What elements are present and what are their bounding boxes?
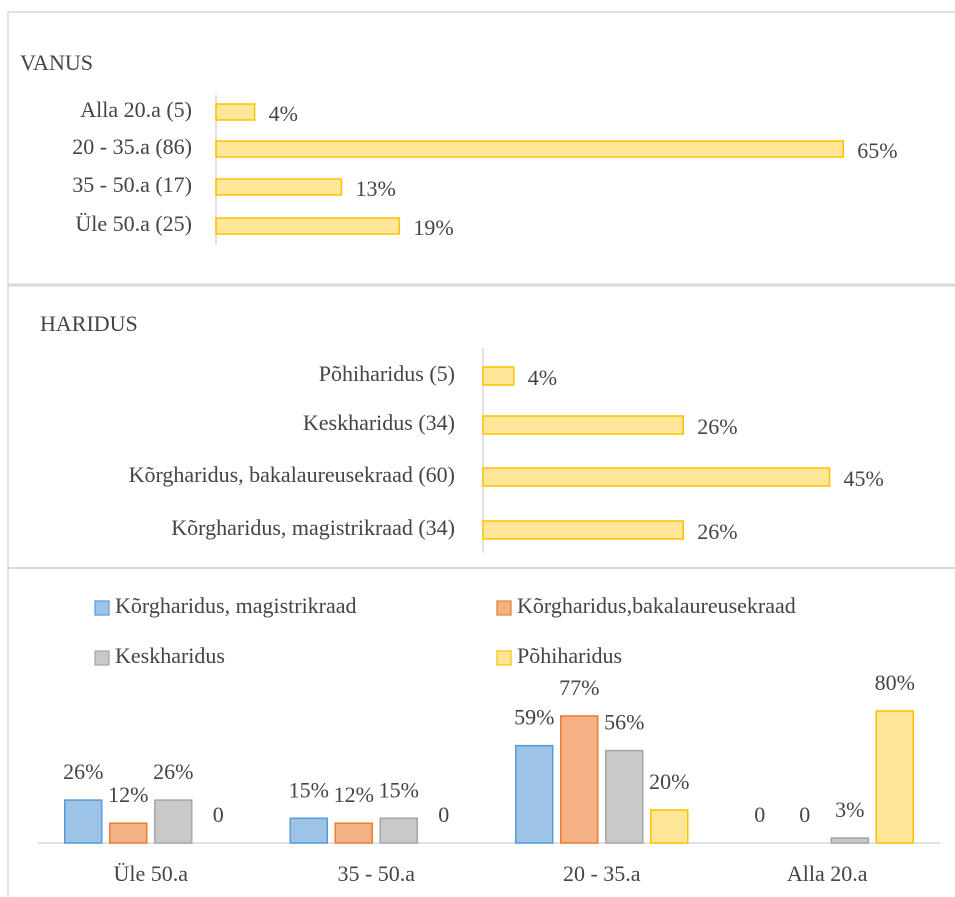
legend-swatch — [94, 600, 110, 616]
bar — [875, 710, 914, 844]
y-tick-label: Kõrgharidus, magistrikraad (34) — [171, 515, 455, 540]
x-tick-label: Üle 50.a — [113, 861, 188, 886]
bar — [650, 809, 689, 844]
data-label: 26% — [697, 519, 737, 544]
data-label: 3% — [835, 797, 864, 822]
bar — [154, 799, 193, 844]
bar — [215, 217, 401, 235]
y-tick-label: Kõrgharidus, bakalaureusekraad (60) — [129, 462, 455, 487]
x-tick-label: 35 - 50.a — [337, 861, 415, 886]
chart-title: HARIDUS — [40, 311, 138, 336]
legend-swatch — [496, 650, 512, 666]
y-tick-label: 35 - 50.a (17) — [72, 172, 192, 197]
legend-swatch — [94, 650, 110, 666]
data-label: 12% — [334, 782, 374, 807]
legend-swatch — [496, 600, 512, 616]
data-label: 0 — [799, 802, 810, 827]
data-label: 80% — [875, 670, 915, 695]
data-label: 26% — [153, 759, 193, 784]
data-label: 19% — [413, 215, 453, 240]
bar — [289, 817, 328, 844]
bar — [830, 837, 869, 844]
y-tick-label: Põhiharidus (5) — [319, 361, 455, 386]
data-label: 45% — [844, 466, 884, 491]
data-label: 15% — [289, 777, 329, 802]
bar — [215, 178, 343, 196]
data-label: 26% — [697, 414, 737, 439]
data-label: 56% — [604, 710, 644, 735]
bar — [64, 799, 103, 844]
y-tick-label: 20 - 35.a (86) — [72, 134, 192, 159]
data-label: 13% — [355, 176, 395, 201]
data-label: 0 — [438, 802, 449, 827]
bar — [215, 140, 844, 158]
bar — [482, 467, 831, 487]
bar — [515, 744, 554, 844]
data-label: 59% — [514, 705, 554, 730]
bar — [482, 520, 684, 540]
y-tick-label: Alla 20.a (5) — [80, 97, 192, 122]
bar — [560, 715, 599, 844]
legend-label: Kõrgharidus, magistrikraad — [115, 593, 357, 618]
bar — [605, 749, 644, 844]
data-label: 26% — [63, 759, 103, 784]
bar — [109, 822, 148, 844]
legend-label: Kõrgharidus,bakalaureusekraad — [517, 593, 796, 618]
data-label: 4% — [269, 101, 298, 126]
data-label: 0 — [213, 802, 224, 827]
bar — [482, 415, 684, 435]
data-label: 0 — [754, 802, 765, 827]
y-tick-label: Üle 50.a (25) — [75, 211, 192, 236]
legend-label: Põhiharidus — [517, 643, 622, 668]
x-tick-label: 20 - 35.a — [563, 861, 641, 886]
data-label: 15% — [379, 777, 419, 802]
data-label: 12% — [108, 782, 148, 807]
data-label: 4% — [528, 365, 557, 390]
data-label: 20% — [649, 769, 689, 794]
data-label: 77% — [559, 675, 599, 700]
bar — [215, 103, 256, 121]
bar — [379, 817, 418, 844]
data-label: 65% — [857, 138, 897, 163]
x-tick-label: Alla 20.a — [787, 861, 868, 886]
legend-label: Keskharidus — [115, 643, 225, 668]
bar — [334, 822, 373, 844]
y-tick-label: Keskharidus (34) — [303, 410, 455, 435]
bar — [482, 366, 515, 386]
chart-title: VANUS — [20, 50, 93, 75]
